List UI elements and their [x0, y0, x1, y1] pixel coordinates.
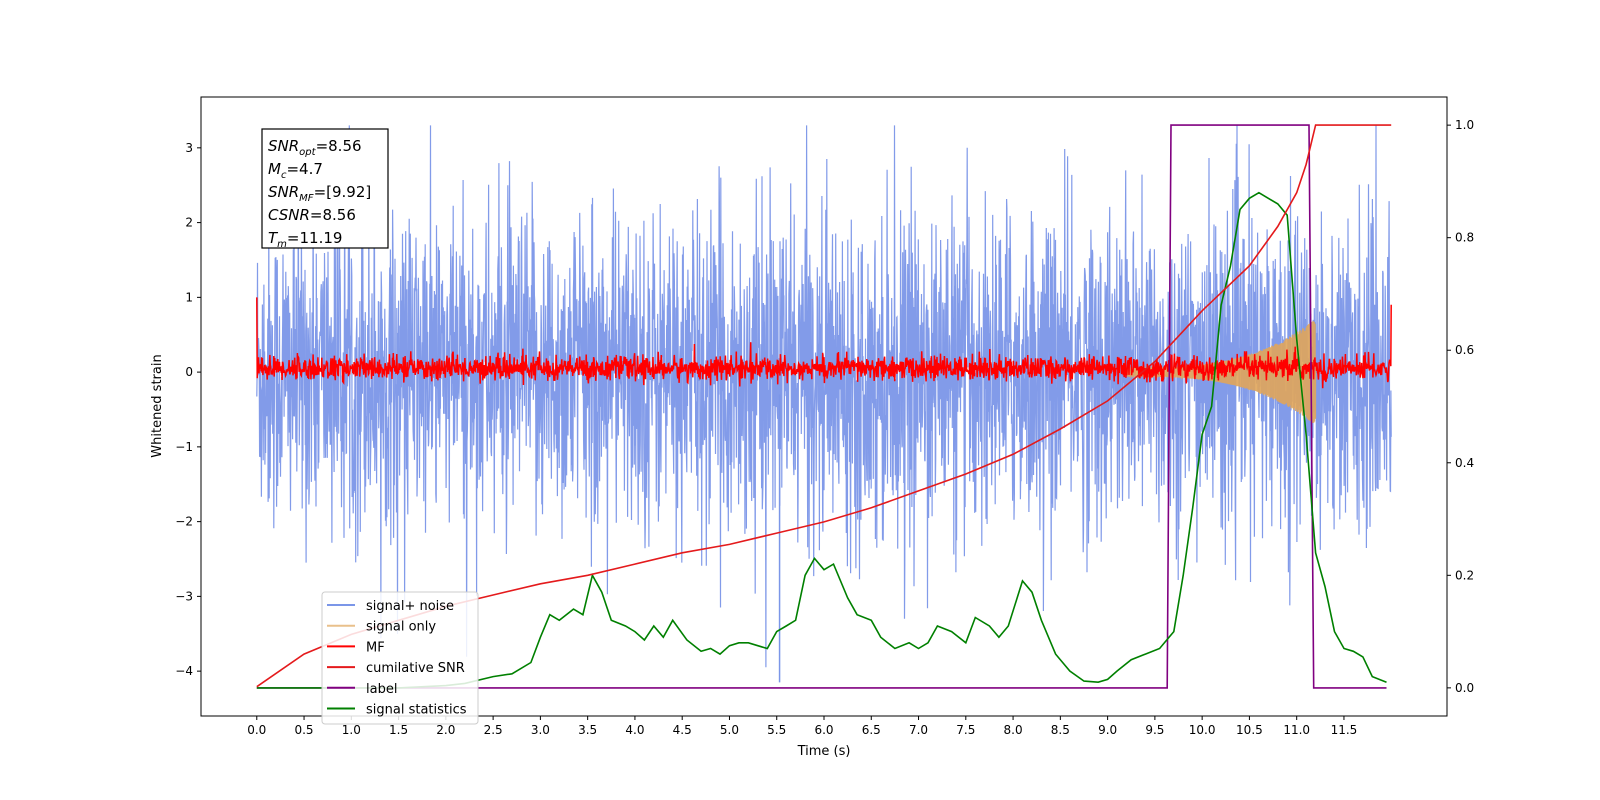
y-tick-label: 1 — [185, 290, 193, 304]
legend-label: MF — [366, 640, 385, 655]
x-tick-label: 5.0 — [720, 723, 739, 737]
y2-tick-label: 1.0 — [1455, 118, 1474, 132]
x-tick-label: 6.0 — [814, 723, 833, 737]
series-mf — [256, 297, 1392, 389]
x-tick-label: 5.5 — [767, 723, 786, 737]
x-tick-label: 8.0 — [1004, 723, 1023, 737]
x-tick-label: 10.0 — [1189, 723, 1216, 737]
x-tick-label: 7.0 — [909, 723, 928, 737]
legend-label: signal+ noise — [366, 599, 454, 614]
annotation-line: Tm=11.19 — [268, 229, 342, 250]
x-tick-label: 9.0 — [1098, 723, 1117, 737]
annotation-line: Mc=4.7 — [268, 160, 323, 181]
y-tick-label: 2 — [185, 216, 193, 230]
y2-tick-label: 0.2 — [1455, 568, 1474, 582]
x-tick-label: 10.5 — [1236, 723, 1263, 737]
x-tick-label: 4.0 — [625, 723, 644, 737]
x-axis-label: Time (s) — [797, 744, 851, 759]
x-axis: 0.0 0.5 1.0 1.5 2.0 2.5 3.0 3.5 4.0 4.5 5.0 5.5 6.0 6… — [247, 716, 1357, 737]
x-tick-label: 1.5 — [389, 723, 408, 737]
annotation-line: CSNR=8.56 — [268, 206, 356, 224]
series-label — [256, 124, 1387, 689]
x-tick-label: 11.5 — [1331, 723, 1358, 737]
y2-tick-label: 0.6 — [1455, 343, 1474, 357]
legend-label: label — [366, 682, 397, 697]
x-tick-label: 2.0 — [436, 723, 455, 737]
y-tick-label: 0 — [185, 365, 193, 379]
x-tick-label: 1.0 — [342, 723, 361, 737]
x-tick-label: 8.5 — [1051, 723, 1070, 737]
y2-axis: 1.0 0.8 0.6 0.4 0.2 0.0 — [1447, 118, 1474, 695]
legend: signal+ noise signal only MF cumilative SNR… — [321, 591, 479, 725]
legend-label: signal statistics — [366, 703, 467, 718]
x-tick-label: 9.5 — [1145, 723, 1164, 737]
annotation-line: SNRopt=8.56 — [268, 137, 362, 158]
x-tick-label: 11.0 — [1283, 723, 1310, 737]
y-tick-label: −3 — [175, 589, 193, 603]
y2-tick-label: 0.8 — [1455, 231, 1474, 245]
x-tick-label: 0.5 — [294, 723, 313, 737]
x-tick-label: 6.5 — [862, 723, 881, 737]
y-axis: 3 2 1 0 −1 −2 −3 −4 — [175, 141, 201, 678]
x-tick-label: 2.5 — [484, 723, 503, 737]
series-signal-statistics — [256, 191, 1387, 689]
x-tick-label: 3.5 — [578, 723, 597, 737]
x-tick-label: 3.0 — [531, 723, 550, 737]
y2-tick-label: 0.4 — [1455, 456, 1474, 470]
series-signal-noise — [256, 125, 1392, 668]
y-tick-label: −4 — [175, 664, 193, 678]
y-tick-label: −2 — [175, 515, 193, 529]
y-tick-label: −1 — [175, 440, 193, 454]
y-axis-label: Whitened strain — [150, 354, 165, 457]
y2-tick-label: 0.0 — [1455, 681, 1474, 695]
legend-label: signal only — [366, 620, 436, 635]
x-tick-label: 0.0 — [247, 723, 266, 737]
legend-frame — [321, 591, 479, 725]
x-tick-label: 7.5 — [956, 723, 975, 737]
y-tick-label: 3 — [185, 141, 193, 155]
x-tick-label: 4.5 — [673, 723, 692, 737]
annotation-frame — [261, 128, 389, 249]
legend-label: cumilative SNR — [366, 661, 465, 676]
annotation-line: SNRMF=[9.92] — [268, 183, 371, 204]
